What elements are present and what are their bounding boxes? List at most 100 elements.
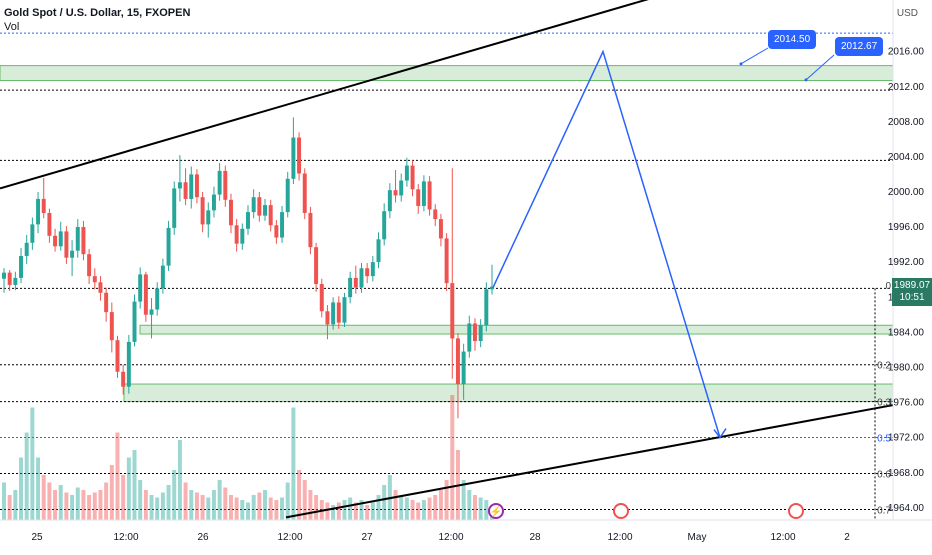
x-tick-label: 26 xyxy=(197,532,209,543)
candles-layer xyxy=(2,117,494,419)
volume-bar xyxy=(36,457,41,520)
volume-bar xyxy=(19,457,24,520)
volume-bar xyxy=(115,432,120,520)
volume-bar xyxy=(416,502,421,520)
volume-bar xyxy=(189,490,194,520)
fib-label: 0.2 xyxy=(877,361,891,372)
candle-body xyxy=(450,283,455,339)
x-tick-label: 27 xyxy=(361,532,373,543)
candle-body xyxy=(251,197,256,213)
x-tick-label: 2 xyxy=(844,532,850,543)
candle-body xyxy=(53,235,58,247)
candle-body xyxy=(166,227,171,266)
candle-body xyxy=(155,288,160,310)
candle-body xyxy=(70,250,75,258)
volume-legend[interactable]: Vol xyxy=(4,21,20,33)
candle-body xyxy=(325,311,330,325)
symbol-title[interactable]: Gold Spot / U.S. Dollar, 15, FXOPEN xyxy=(4,7,191,19)
support-zone xyxy=(139,324,894,335)
candle-body xyxy=(160,265,165,289)
volume-bar xyxy=(399,495,404,520)
candle-body xyxy=(7,272,12,285)
volume-bar xyxy=(314,495,319,520)
y-tick-label: 2012.00 xyxy=(888,82,925,93)
volume-bar xyxy=(194,492,199,520)
projection-arrowhead xyxy=(713,428,727,439)
callout-pointer xyxy=(805,54,835,81)
candle-body xyxy=(138,274,143,302)
candle-body xyxy=(143,274,148,315)
candle-body xyxy=(41,198,46,213)
volume-bar xyxy=(336,502,341,520)
candle-body xyxy=(194,174,199,198)
levels-layer xyxy=(0,32,893,520)
candle-body xyxy=(314,247,319,285)
y-tick-label: 1980.00 xyxy=(888,362,925,373)
candle-body xyxy=(280,212,285,238)
candle-body xyxy=(132,301,137,342)
volume-bar xyxy=(234,497,239,520)
candle-body xyxy=(387,190,392,212)
us-flag-event-icon[interactable] xyxy=(788,503,804,519)
x-axis[interactable]: 25 12:00 26 12:00 27 12:00 28 12:00 May 12:00 2 xyxy=(31,532,850,543)
volume-bar xyxy=(331,505,336,520)
volume-bar xyxy=(382,485,387,520)
candle-body xyxy=(121,371,126,387)
volume-bar xyxy=(444,480,449,520)
candle-body xyxy=(200,197,205,225)
candle-body xyxy=(461,351,466,385)
y-tick-label: 1976.00 xyxy=(888,398,925,409)
x-tick-label: May xyxy=(688,532,707,543)
volume-bar xyxy=(268,497,273,520)
volume-bar xyxy=(427,497,432,520)
volume-bar xyxy=(92,492,97,520)
price-callout[interactable]: 2012.67 xyxy=(835,37,884,56)
x-tick-label: 12:00 xyxy=(770,532,795,543)
candle-body xyxy=(376,239,381,263)
candle-body xyxy=(87,254,92,277)
volume-bar xyxy=(280,497,285,520)
channel-lower-line xyxy=(285,404,894,519)
candle-body xyxy=(24,242,29,256)
volume-bar xyxy=(393,490,398,520)
support-zone xyxy=(123,383,894,403)
x-tick-label: 12:00 xyxy=(607,532,632,543)
volume-bar xyxy=(143,490,148,520)
lightning-event-icon[interactable] xyxy=(488,503,504,519)
candle-body xyxy=(399,180,404,196)
candle-body xyxy=(268,205,273,226)
candle-body xyxy=(75,227,80,251)
candle-body xyxy=(285,178,290,213)
volume-bar xyxy=(291,407,296,520)
candle-body xyxy=(223,170,228,200)
price-callout[interactable]: 2014.50 xyxy=(768,30,817,49)
x-tick-label: 12:00 xyxy=(438,532,463,543)
candle-body xyxy=(359,268,364,288)
us-flag-event-icon[interactable] xyxy=(613,503,629,519)
volume-bar xyxy=(484,500,489,520)
candle-body xyxy=(291,137,296,179)
candle-body xyxy=(64,231,69,258)
volume-bar xyxy=(410,500,415,520)
volume-bar xyxy=(200,495,205,520)
candle-body xyxy=(211,194,216,211)
volume-bar xyxy=(348,497,353,520)
volume-bar xyxy=(7,495,12,520)
candle-body xyxy=(257,197,262,216)
event-icons[interactable]: ⚡ xyxy=(488,503,804,519)
volume-bar xyxy=(376,495,381,520)
candle-body xyxy=(115,340,120,372)
candle-body xyxy=(81,227,86,255)
candle-body xyxy=(206,210,211,225)
volume-bar xyxy=(421,500,426,520)
callout-pointer xyxy=(740,47,769,65)
candle-body xyxy=(274,225,279,238)
candle-body xyxy=(490,286,494,290)
candle-body xyxy=(472,323,477,342)
volume-bar xyxy=(263,490,268,520)
candle-body xyxy=(410,165,415,190)
fib-label: 0.3 xyxy=(877,398,891,409)
candle-body xyxy=(297,137,302,174)
y-tick-label: 2000.00 xyxy=(888,187,925,198)
